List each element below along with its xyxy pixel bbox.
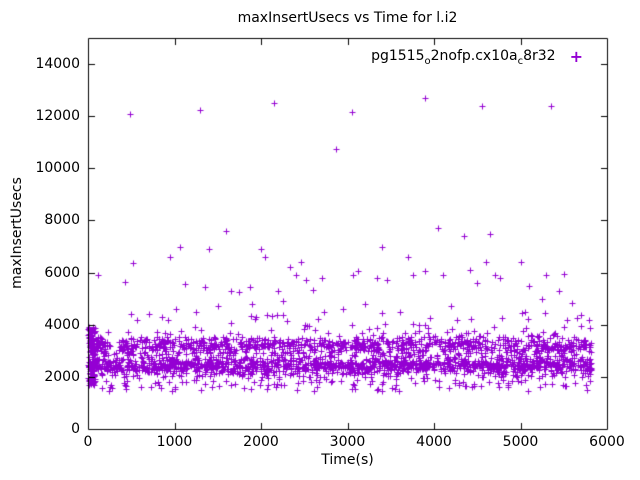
- y-tick-label: 6000: [44, 264, 80, 281]
- x-tick-label: 5000: [502, 434, 539, 450]
- legend-series-label: pg1515o2nofp.cx10ac8r32: [371, 48, 556, 67]
- y-tick-label: 4000: [44, 316, 80, 333]
- x-axis-label: Time(s): [321, 452, 374, 468]
- legend: pg1515o2nofp.cx10ac8r32 +: [371, 48, 583, 67]
- x-tick-label: 3000: [329, 434, 366, 450]
- y-tick-label: 12000: [35, 108, 80, 125]
- legend-label-part: 8r32: [523, 48, 556, 64]
- x-tick-label: 1000: [156, 434, 193, 450]
- y-tick-label: 2000: [44, 368, 80, 385]
- legend-label-part: 2nofp.cx10a: [430, 48, 518, 64]
- x-tick-label: 2000: [243, 434, 279, 450]
- legend-label-part-sub: c: [517, 55, 524, 67]
- y-tick-label: 14000: [35, 56, 80, 73]
- chart-title: maxInsertUsecs vs Time for l.i2: [237, 10, 458, 26]
- legend-label-part: pg1515: [371, 48, 425, 64]
- x-tick-label: 6000: [589, 434, 625, 450]
- x-tick-label: 4000: [416, 434, 452, 450]
- plus-marker-icon: +: [569, 47, 583, 67]
- legend-label-part-sub: o: [424, 55, 431, 67]
- y-tick-label: 0: [71, 421, 80, 437]
- x-tick-label: 0: [83, 434, 93, 450]
- y-tick-label: 8000: [44, 212, 80, 229]
- y-tick-label: 10000: [35, 160, 80, 177]
